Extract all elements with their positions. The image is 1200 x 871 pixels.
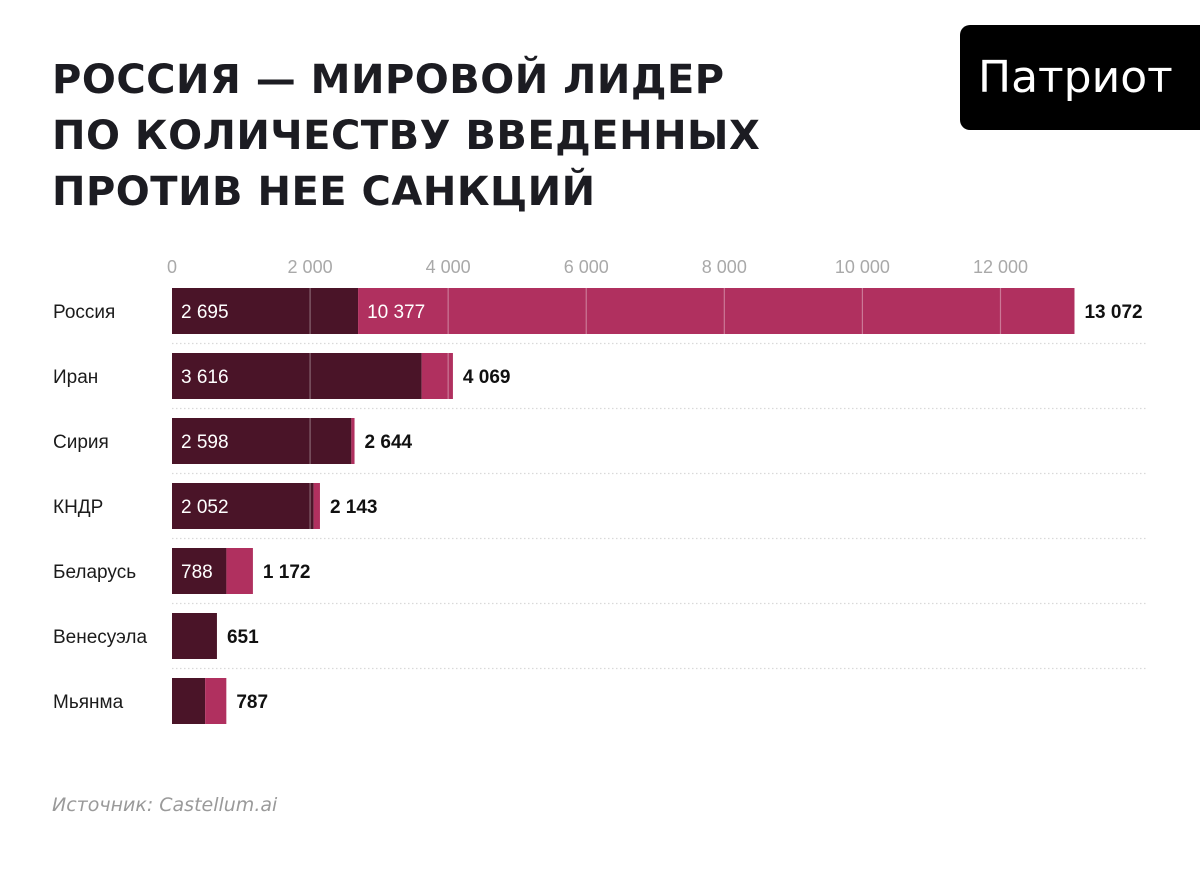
bar-segment-accent xyxy=(351,418,355,464)
bar-segment-accent xyxy=(313,483,320,529)
category-label: Сирия xyxy=(53,432,109,453)
bar-value-label: 788 xyxy=(181,562,213,583)
brand-logo-text: Патриот xyxy=(978,52,1173,103)
bar-total-label: 2 143 xyxy=(330,497,378,518)
title-line-3: ПРОТИВ НЕЕ САНКЦИЙ xyxy=(52,169,596,215)
bar-total-label: 1 172 xyxy=(263,562,311,583)
category-label: Беларусь xyxy=(53,562,136,583)
bar-total-label: 4 069 xyxy=(463,367,511,388)
bar-segment-dark xyxy=(172,418,352,464)
title-line-1: РОССИЯ — МИРОВОЙ ЛИДЕР xyxy=(52,57,725,103)
x-tick-label: 0 xyxy=(167,257,177,277)
bar-value-label: 2 052 xyxy=(181,497,229,518)
category-label: Венесуэла xyxy=(53,627,147,648)
bar-segment-dark xyxy=(172,483,314,529)
x-tick-label: 8 000 xyxy=(702,257,747,277)
bar-segment-accent xyxy=(358,288,1075,334)
bar-segment-dark xyxy=(172,288,359,334)
bar-value-label: 3 616 xyxy=(181,367,229,388)
bar-total-label: 651 xyxy=(227,627,259,648)
bar-total-label: 787 xyxy=(236,692,268,713)
bar-segment-dark xyxy=(172,548,227,594)
bar-segment-accent xyxy=(226,548,253,594)
page-title: РОССИЯ — МИРОВОЙ ЛИДЕР ПО КОЛИЧЕСТВУ ВВЕ… xyxy=(52,52,872,220)
brand-logo: Патриот xyxy=(960,25,1200,130)
bar-segment-accent xyxy=(205,678,227,724)
category-label: Россия xyxy=(53,302,115,323)
source-note: Источник: Castellum.ai xyxy=(52,794,278,816)
bar-segment-accent xyxy=(421,353,453,399)
bar-total-label: 2 644 xyxy=(365,432,413,453)
category-label: КНДР xyxy=(53,497,103,518)
bar-segment-dark xyxy=(172,613,217,659)
bar-value-label: 10 377 xyxy=(367,302,425,323)
category-label: Иран xyxy=(53,367,98,388)
bar-value-label: 2 695 xyxy=(181,302,229,323)
x-tick-label: 12 000 xyxy=(973,257,1028,277)
bar-total-label: 13 072 xyxy=(1084,302,1142,323)
bar-value-label: 2 598 xyxy=(181,432,229,453)
bar-segment-dark xyxy=(172,678,206,724)
bar-segment-dark xyxy=(172,353,422,399)
title-line-2: ПО КОЛИЧЕСТВУ ВВЕДЕННЫХ xyxy=(52,113,761,159)
x-tick-label: 4 000 xyxy=(426,257,471,277)
category-label: Мьянма xyxy=(53,692,124,713)
x-tick-label: 10 000 xyxy=(835,257,890,277)
x-tick-label: 2 000 xyxy=(288,257,333,277)
x-tick-label: 6 000 xyxy=(564,257,609,277)
